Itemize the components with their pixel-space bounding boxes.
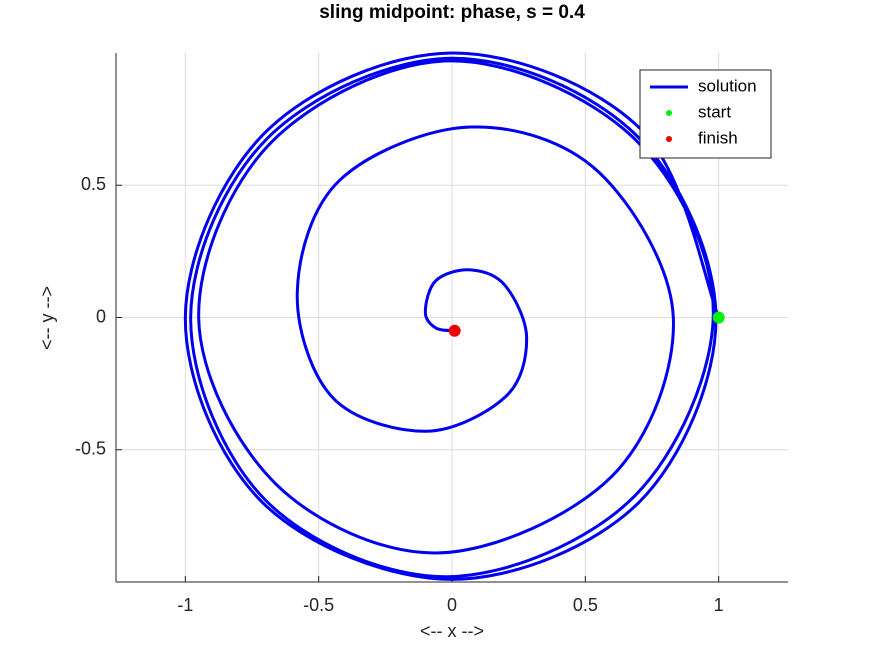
- legend-label: solution: [698, 76, 757, 95]
- x-tick-label: -0.5: [303, 595, 334, 615]
- legend-label: start: [698, 102, 731, 121]
- x-tick-label: 0: [447, 595, 457, 615]
- x-axis-label: <-- x -->: [420, 621, 484, 641]
- chart-title: sling midpoint: phase, s = 0.4: [319, 2, 585, 23]
- x-tick-label: 1: [714, 595, 724, 615]
- x-tick-label: -1: [177, 595, 193, 615]
- y-tick-label: 0: [96, 306, 106, 326]
- legend-label: finish: [698, 128, 738, 147]
- y-tick-label: 0.5: [81, 174, 106, 194]
- legend-marker: [666, 136, 672, 142]
- legend-box: [639, 69, 772, 159]
- marker: [712, 311, 725, 324]
- legend-marker: [666, 110, 672, 116]
- x-tick-label: 0.5: [573, 595, 598, 615]
- y-tick-label: -0.5: [75, 439, 106, 459]
- y-axis-label: <-- y -->: [37, 286, 57, 350]
- marker: [448, 324, 461, 337]
